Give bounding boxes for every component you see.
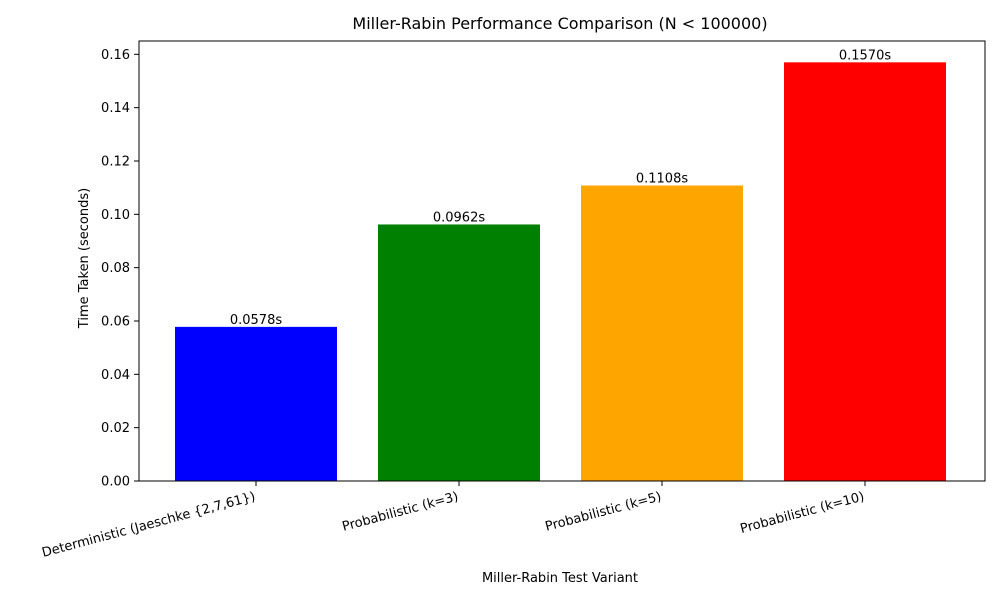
y-tick-label: 0.10: [101, 208, 130, 223]
y-axis-label: Time Taken (seconds): [77, 188, 92, 329]
bar-value-label: 0.1108s: [636, 172, 688, 187]
bar: [581, 185, 743, 482]
y-axis-ticks: 0.00 0.02 0.04 0.06 0.08 0.10 0.12 0.14 0.16: [101, 48, 139, 490]
plot-area-frame: [138, 40, 986, 482]
y-tick-label: 0.08: [101, 261, 130, 276]
y-tick-label: 0.12: [101, 155, 130, 170]
bar: [378, 224, 540, 481]
bar: [175, 326, 337, 481]
bar-value-labels: 0.0578s 0.0962s 0.1108s 0.1570s: [230, 48, 891, 328]
bar-value-label: 0.0578s: [230, 313, 282, 328]
bar-value-label: 0.0962s: [433, 210, 485, 225]
y-tick-label: 0.00: [101, 475, 130, 490]
bar: [784, 62, 946, 481]
y-tick-label: 0.06: [101, 315, 130, 330]
bars: [175, 62, 946, 482]
bar-value-label: 0.1570s: [839, 48, 891, 63]
y-tick-label: 0.16: [101, 48, 130, 63]
x-axis-label: Miller-Rabin Test Variant: [482, 571, 638, 586]
y-tick-label: 0.02: [101, 421, 130, 436]
chart-title: Miller-Rabin Performance Comparison (N <…: [352, 14, 767, 33]
y-tick-label: 0.04: [101, 368, 130, 383]
y-tick-label: 0.14: [101, 101, 130, 116]
